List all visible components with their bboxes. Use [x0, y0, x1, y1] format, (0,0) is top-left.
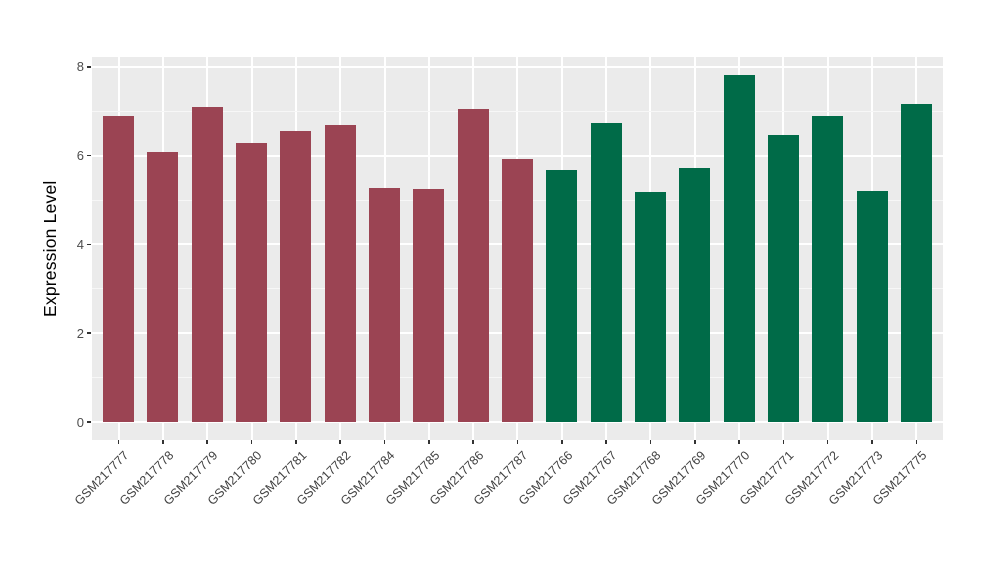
y-major-gridline — [92, 154, 943, 157]
plot-panel — [92, 57, 943, 440]
x-tick-mark — [383, 440, 386, 444]
y-tick-mark — [87, 66, 91, 68]
bar-GSM217777 — [103, 115, 135, 422]
x-tick-mark — [694, 440, 696, 444]
x-tick-mark — [162, 440, 164, 444]
bar-GSM217770 — [723, 74, 755, 422]
bar-GSM217768 — [634, 192, 666, 422]
bar-GSM217769 — [679, 167, 711, 422]
x-tick-mark — [605, 440, 607, 444]
y-tick-mark — [87, 154, 91, 157]
y-major-gridline — [92, 65, 943, 68]
x-tick-mark — [250, 440, 253, 444]
x-tick-mark — [117, 440, 120, 444]
bar-GSM217785 — [413, 188, 445, 422]
x-tick-mark — [915, 440, 918, 444]
bar-GSM217787 — [501, 158, 533, 422]
bar-GSM217784 — [369, 187, 401, 422]
y-tick-mark — [87, 243, 91, 246]
y-tick-label: 8 — [76, 59, 84, 75]
x-tick-mark — [782, 440, 785, 444]
y-tick-mark — [87, 332, 91, 334]
x-tick-mark — [561, 440, 563, 444]
y-minor-gridline — [92, 110, 943, 112]
x-tick-mark — [516, 440, 519, 444]
x-tick-mark — [649, 440, 652, 444]
x-tick-mark — [472, 440, 474, 444]
bar-GSM217775 — [900, 103, 932, 422]
x-tick-mark — [206, 440, 208, 444]
x-tick-mark — [295, 440, 297, 444]
y-tick-label: 6 — [76, 148, 84, 164]
bar-GSM217780 — [236, 143, 268, 422]
x-tick-mark — [738, 440, 740, 444]
x-tick-mark — [826, 440, 829, 444]
bar-GSM217779 — [191, 106, 223, 422]
y-tick-label: 0 — [76, 414, 84, 430]
bar-GSM217766 — [546, 169, 578, 422]
y-tick-mark — [87, 421, 91, 423]
x-tick-mark — [871, 440, 873, 444]
x-tick-mark — [428, 440, 430, 444]
bar-GSM217781 — [280, 131, 312, 422]
bar-GSM217786 — [457, 109, 489, 422]
bar-GSM217772 — [812, 115, 844, 422]
x-tick-mark — [339, 440, 341, 444]
bar-GSM217767 — [590, 123, 622, 422]
bar-GSM217782 — [324, 124, 356, 422]
bar-GSM217778 — [147, 152, 179, 422]
y-major-gridline — [92, 421, 943, 423]
y-tick-label: 2 — [76, 325, 84, 341]
bar-GSM217773 — [856, 190, 888, 422]
y-tick-label: 4 — [76, 236, 84, 252]
bar-GSM217771 — [767, 135, 799, 422]
